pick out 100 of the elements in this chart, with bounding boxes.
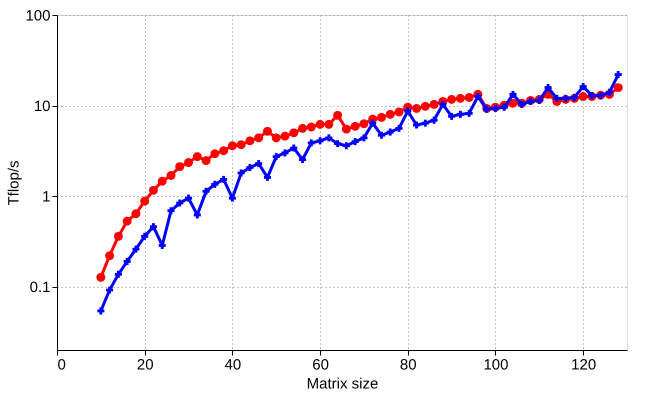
point <box>308 139 315 146</box>
point <box>298 124 308 133</box>
point <box>456 94 465 103</box>
point <box>105 251 114 260</box>
point <box>131 209 140 218</box>
point <box>122 216 132 226</box>
point <box>272 133 281 142</box>
point <box>500 104 508 111</box>
point <box>264 174 271 181</box>
point <box>378 132 385 139</box>
point <box>316 120 325 129</box>
point <box>509 90 517 98</box>
point <box>211 180 218 188</box>
x-axis-title: Matrix size <box>306 376 378 392</box>
point <box>580 83 587 90</box>
point <box>176 199 184 207</box>
y-tick-label: 0.1 <box>30 279 50 296</box>
y-tick-label: 100 <box>25 8 50 24</box>
point <box>464 92 474 102</box>
point <box>192 152 202 162</box>
point <box>359 119 368 128</box>
point <box>202 156 211 166</box>
point <box>150 223 157 230</box>
point <box>448 112 456 120</box>
point <box>202 188 210 195</box>
point <box>114 232 123 241</box>
point <box>342 124 351 134</box>
point <box>342 142 350 150</box>
point <box>413 121 420 129</box>
point <box>141 232 148 240</box>
point <box>97 307 104 314</box>
point <box>606 88 613 96</box>
point <box>544 84 552 92</box>
point <box>272 153 280 160</box>
point <box>124 258 131 265</box>
point <box>553 94 560 102</box>
x-tick-label: 60 <box>312 356 329 374</box>
x-tick-label: 40 <box>224 356 242 374</box>
point <box>106 286 114 294</box>
point <box>386 110 395 119</box>
point <box>456 110 464 118</box>
point <box>96 272 106 282</box>
point <box>316 137 324 144</box>
point <box>114 270 122 278</box>
point <box>394 107 404 116</box>
point <box>299 156 306 164</box>
point <box>236 140 246 150</box>
point <box>369 120 376 127</box>
point <box>210 149 220 158</box>
point <box>220 176 228 183</box>
point <box>262 126 272 136</box>
point <box>166 171 176 180</box>
point <box>333 110 342 120</box>
point <box>281 149 289 156</box>
point <box>420 102 430 111</box>
point <box>289 128 298 138</box>
x-tick-label: 20 <box>136 356 154 374</box>
point <box>439 100 446 108</box>
point <box>404 108 412 115</box>
point <box>185 194 192 202</box>
y-tick-label: 10 <box>34 98 50 116</box>
point <box>614 71 622 78</box>
point <box>255 160 262 168</box>
point <box>306 122 316 132</box>
point <box>466 110 473 117</box>
point <box>238 169 245 177</box>
point <box>167 207 175 214</box>
point <box>245 136 254 146</box>
point <box>219 146 228 156</box>
x-tick-label: 0 <box>58 356 66 374</box>
point <box>228 141 237 150</box>
point <box>430 100 439 109</box>
point <box>175 162 184 172</box>
point <box>184 158 194 167</box>
point <box>148 186 158 195</box>
point <box>376 112 386 122</box>
point <box>474 92 482 100</box>
point <box>350 122 360 131</box>
point <box>578 92 588 101</box>
point <box>614 83 623 92</box>
point <box>360 134 368 142</box>
x-tick-label: 120 <box>571 356 596 374</box>
x-tick-label: 100 <box>483 356 508 374</box>
point <box>158 176 167 186</box>
point <box>290 144 298 152</box>
point <box>447 94 456 104</box>
point <box>254 133 264 142</box>
point <box>395 124 403 132</box>
point <box>422 120 429 127</box>
point <box>132 246 140 253</box>
y-tick-label: 1 <box>42 188 50 206</box>
point <box>325 134 332 142</box>
y-axis-title: Tflop/s <box>5 160 22 206</box>
point <box>508 98 518 108</box>
point <box>334 140 342 148</box>
point <box>280 132 290 141</box>
point <box>386 128 394 136</box>
point <box>412 104 422 113</box>
point <box>352 138 359 146</box>
point <box>324 120 334 129</box>
